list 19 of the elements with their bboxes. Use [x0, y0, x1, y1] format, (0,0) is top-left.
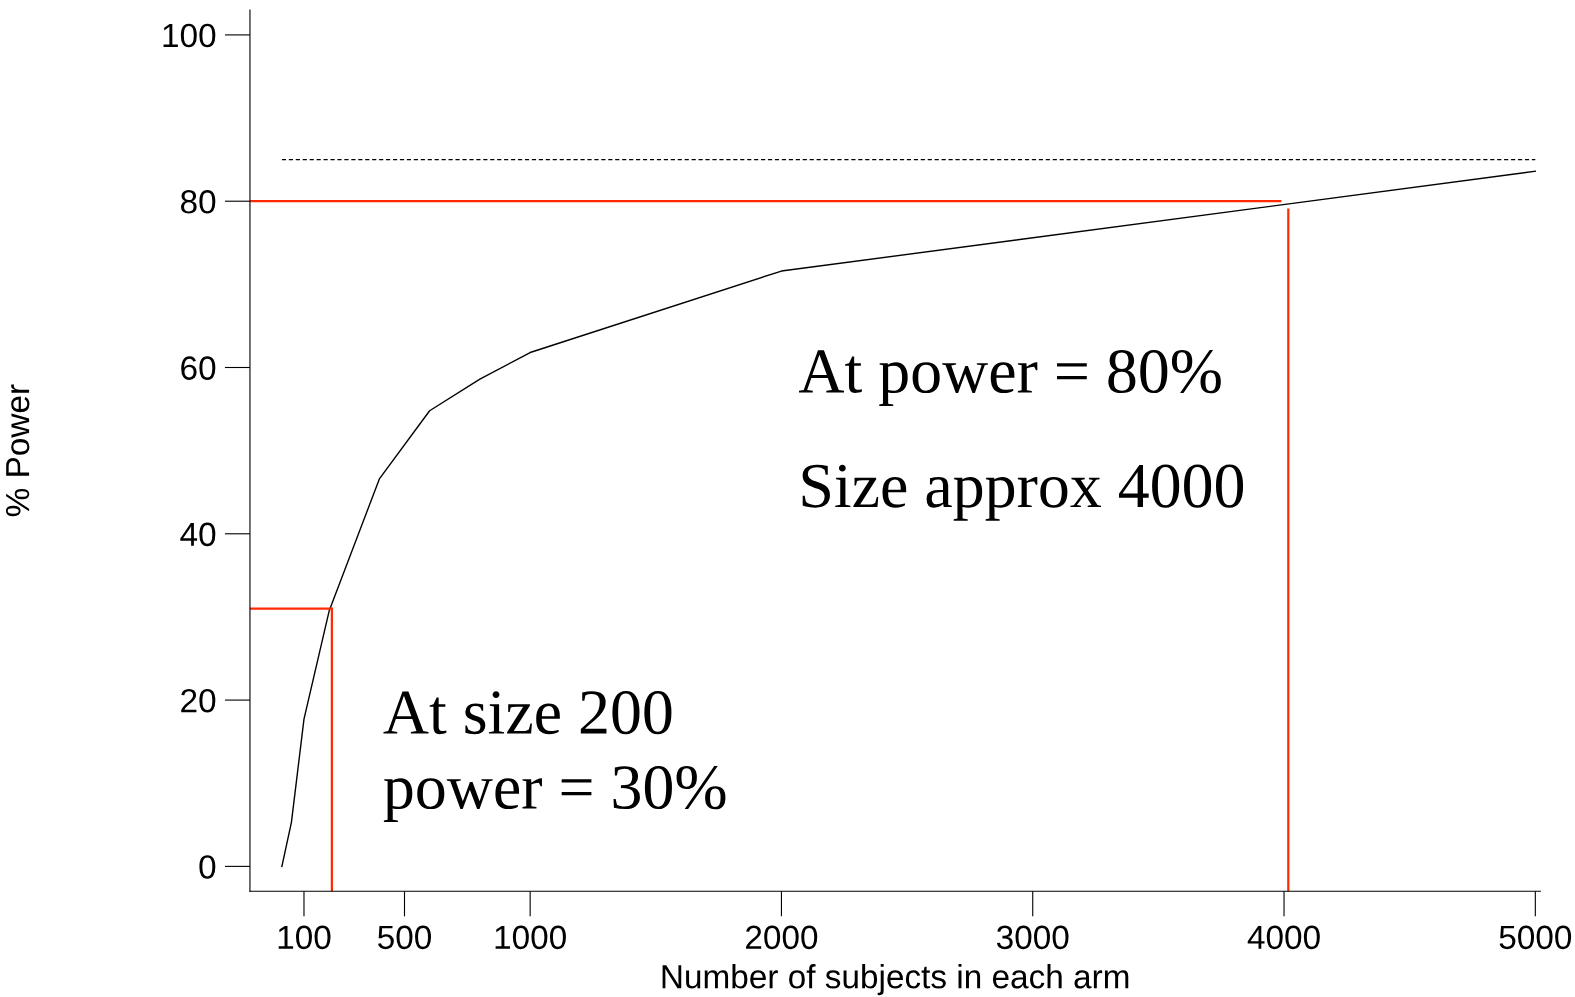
annotation: At size 200: [383, 691, 672, 735]
x-tick-label: 100: [278, 925, 331, 950]
x-tick-label: 1000: [495, 925, 566, 950]
y-tick-label: 20: [181, 688, 216, 713]
y-axis-title: % Power: [5, 384, 30, 517]
x-tick-label: 500: [378, 925, 432, 950]
x-tick-label: 4000: [1247, 925, 1320, 950]
y-tick-label: 0: [199, 855, 216, 879]
y-tick-label: 100: [163, 23, 216, 48]
x-axis-title: Number of subjects in each arm: [662, 964, 1129, 996]
annotation: At power = 80%: [799, 349, 1221, 407]
x-tick-label: 3000: [996, 925, 1069, 950]
annotation: Size approx 4000: [802, 464, 1244, 521]
annotation: power = 30%: [383, 765, 726, 823]
y-tick-label: 40: [180, 522, 216, 547]
x-tick-label: 2000: [746, 925, 818, 950]
y-tick-label: 60: [181, 356, 216, 380]
x-tick-label: 5000: [1499, 925, 1572, 950]
y-tick-label: 80: [180, 190, 216, 214]
